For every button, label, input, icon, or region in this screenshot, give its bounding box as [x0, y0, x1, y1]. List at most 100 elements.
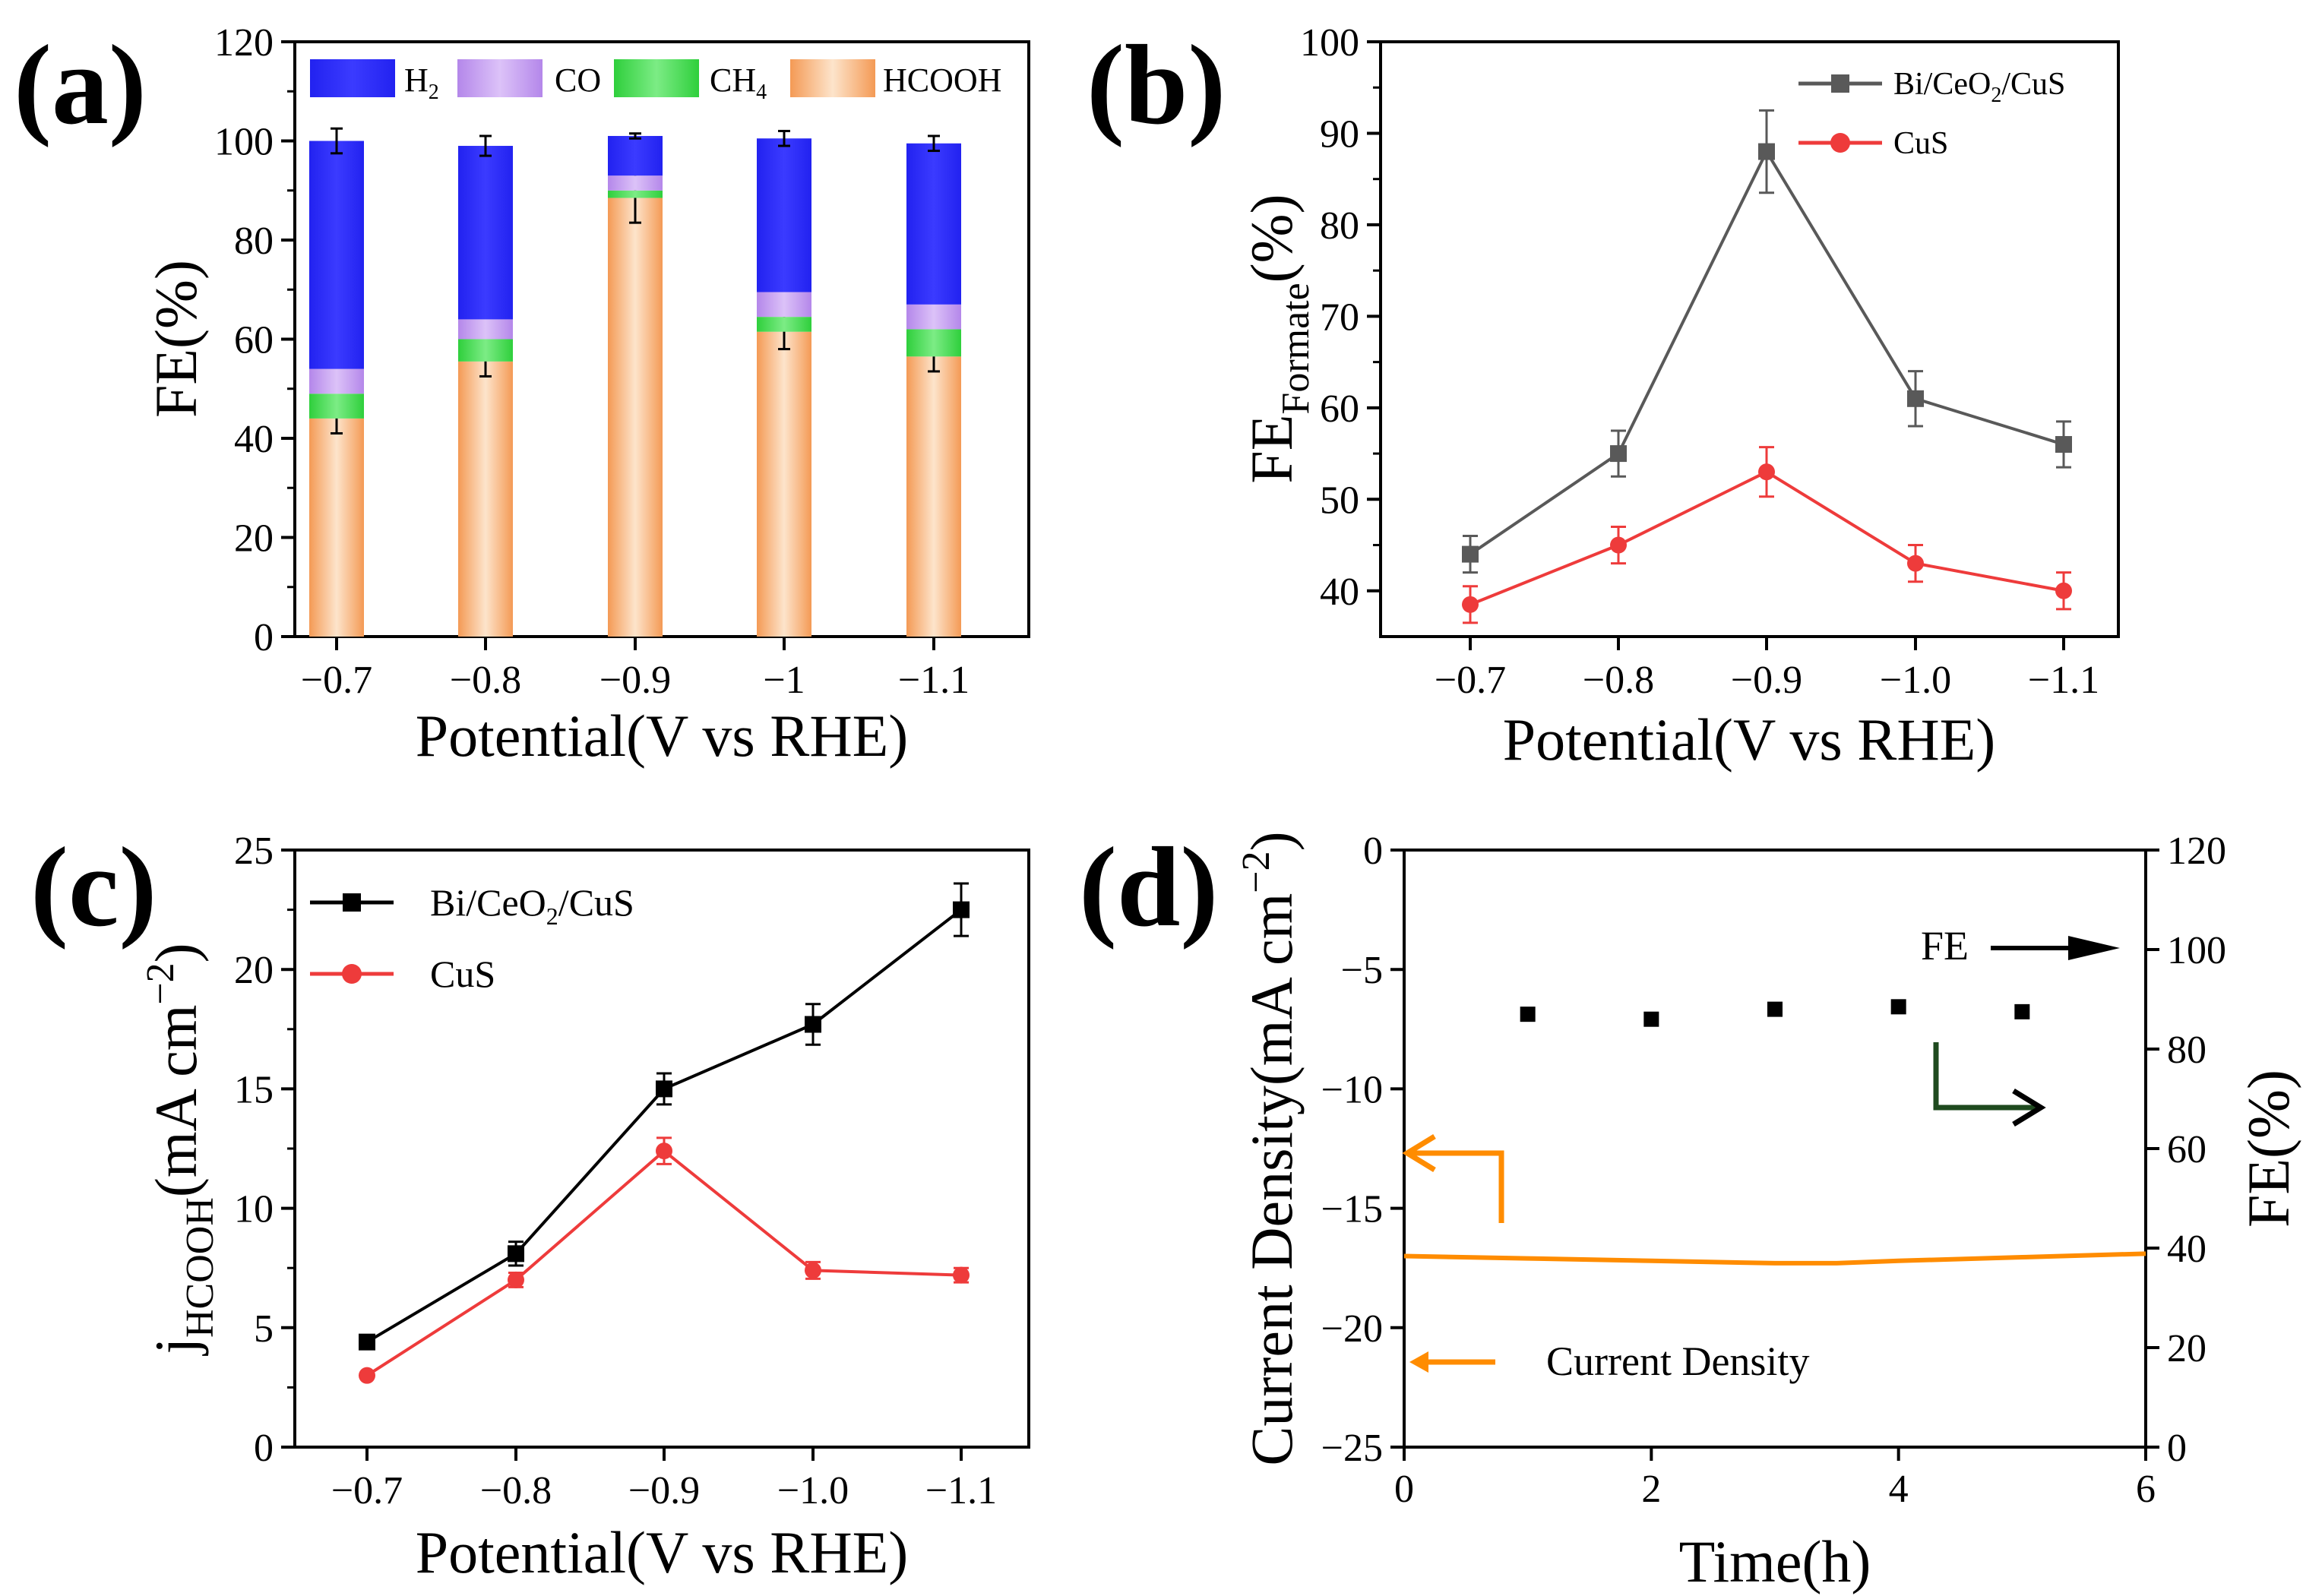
panel-a-xtick-label: −0.7	[301, 659, 372, 702]
bar-co	[757, 292, 811, 318]
bar-co	[906, 304, 961, 330]
panel-d-series	[1403, 999, 2146, 1266]
data-point-circle	[1462, 596, 1479, 613]
legend-cus-label: CuS	[1893, 126, 1948, 161]
panel-a-xtick-label: −0.8	[450, 659, 521, 702]
panel-b-ytick-label: 70	[1320, 295, 1359, 339]
panel-c-xlabel: Potential(V vs RHE)	[416, 1519, 909, 1585]
panel-d-ytick-left-label: −15	[1321, 1188, 1383, 1231]
panel-b-ytick-label: 80	[1320, 204, 1359, 248]
series-line-cus	[365, 1149, 962, 1377]
panel-b-xtick-label: −1.1	[2028, 659, 2099, 702]
panel-d-ytick-right-label: 80	[2167, 1029, 2207, 1072]
legend-cus-marker	[1830, 133, 1850, 153]
panel-d-label: (d)	[1079, 824, 1218, 950]
panel-a-ytick-label: 120	[214, 21, 274, 65]
data-point-circle	[1758, 463, 1775, 481]
data-point-circle	[805, 1262, 821, 1279]
panel-b-ylabel: FEFormate(%)	[1238, 194, 1318, 483]
panel-d-axes: −25 −20 −15 −10 −5 0 0 20 40 60 80 100 120 0 2 4 6	[1321, 830, 2226, 1511]
fe-annotation-label: FE	[1921, 923, 1969, 969]
legend-cus-marker	[342, 964, 362, 984]
bar-hcooh	[906, 356, 961, 637]
panel-b-xtick-label: −1.0	[1880, 659, 1951, 702]
panel-d: (d) −25 −20 −15 −10 −5 0 0 20 40 60 80 100 120 0 2 4 6 F…	[1079, 824, 2301, 1594]
right-axis-bent-arrow	[1933, 1042, 2036, 1111]
legend-hcooh-label: HCOOH	[883, 62, 1001, 99]
bar-co	[458, 319, 513, 340]
panel-d-ytick-left-label: 0	[1363, 830, 1383, 873]
panel-c-xtick-label: −1.1	[925, 1469, 997, 1512]
legend-co-swatch	[457, 59, 543, 97]
panel-a-xtick-label: −1	[763, 659, 805, 702]
bar-hcooh	[757, 331, 811, 637]
bar-h2	[757, 138, 811, 292]
panel-d-ytick-right-label: 20	[2167, 1327, 2207, 1370]
right-axis-bent-arrowhead	[2012, 1089, 2046, 1127]
data-point-circle	[1907, 555, 1924, 572]
panel-c-ylabel: jHCOOH(mA cm−2)	[139, 943, 222, 1356]
panel-d-ytick-right-label: 60	[2167, 1128, 2207, 1171]
panel-a-axes: 0 20 40 60 80 100 120 −0.7 −0.8 −0.9 −1 −1.1	[214, 21, 970, 702]
panel-d-ytick-right-label: 120	[2167, 830, 2226, 873]
panel-c-ytick-label: 10	[234, 1188, 274, 1231]
data-point-square	[359, 1333, 375, 1351]
bar-ch4	[757, 317, 811, 332]
panel-c-xtick-label: −0.8	[480, 1469, 552, 1512]
panel-d-ytick-right-label: 100	[2167, 929, 2226, 972]
panel-d-ytick-left-label: −10	[1321, 1068, 1383, 1111]
bar-ch4	[906, 329, 961, 357]
fe-data-point	[2014, 1003, 2030, 1019]
panel-c-ytick-label: 5	[254, 1307, 274, 1351]
panel-d-xlabel: Time(h)	[1679, 1528, 1871, 1594]
panel-b-xtick-label: −0.9	[1731, 659, 1802, 702]
panel-a-bars	[309, 127, 961, 637]
panel-d-ytick-left-label: −25	[1321, 1427, 1383, 1470]
legend-bi-marker	[343, 893, 361, 912]
panel-a-ylabel: FE(%)	[143, 260, 209, 418]
panel-d-xtick-label: 6	[2136, 1468, 2156, 1511]
panel-c-label: (c)	[30, 824, 157, 950]
panel-b-label: (b)	[1087, 22, 1226, 148]
legend-ch4-swatch	[614, 59, 699, 97]
data-point-square	[1610, 445, 1627, 463]
panel-d-xtick-label: 4	[1889, 1468, 1909, 1511]
bar-co	[608, 175, 663, 191]
legend-bi-marker	[1831, 74, 1849, 93]
panel-d-ylabel-left: Current Density(mA cm−2)	[1235, 831, 1305, 1465]
panel-a-xtick-label: −1.1	[898, 659, 970, 702]
panel-d-annotations: FE Current Density	[1402, 923, 2120, 1384]
legend-h2-swatch	[310, 59, 395, 97]
fe-data-point	[1767, 1001, 1783, 1017]
panel-b-ytick-label: 90	[1320, 112, 1359, 156]
left-axis-bent-arrowhead	[1402, 1134, 1436, 1172]
bar-h2	[906, 143, 961, 305]
panel-c-series	[359, 882, 970, 1384]
legend-bi-label: Bi/CeO2/CuS	[1893, 67, 2065, 107]
data-point-circle	[953, 1266, 970, 1284]
panel-c-ytick-label: 0	[254, 1427, 274, 1470]
data-point-circle	[2055, 582, 2072, 599]
bar-ch4	[608, 190, 663, 198]
legend-hcooh-swatch	[790, 59, 875, 97]
legend-ch4-label: CH4	[710, 62, 767, 104]
bar-hcooh	[608, 198, 663, 637]
panel-b-xlabel: Potential(V vs RHE)	[1503, 706, 1996, 773]
panel-c-ytick-label: 15	[234, 1068, 274, 1111]
panel-c-ytick-label: 25	[234, 830, 274, 873]
panel-a-ytick-label: 20	[234, 517, 274, 561]
panel-c-ytick-label: 20	[234, 949, 274, 992]
data-point-circle	[359, 1367, 375, 1384]
legend-bi-label: Bi/CeO2/CuS	[430, 881, 634, 930]
data-point-circle	[508, 1271, 524, 1288]
panel-d-ytick-right-label: 0	[2167, 1427, 2187, 1470]
bar-co	[309, 368, 364, 394]
panel-a-ytick-label: 40	[234, 418, 274, 461]
bar-hcooh	[309, 418, 364, 637]
panel-b-ytick-label: 40	[1320, 570, 1359, 614]
data-point-square	[656, 1080, 672, 1098]
panel-a-ytick-label: 100	[214, 121, 274, 164]
panel-b-ytick-label: 100	[1300, 21, 1359, 65]
